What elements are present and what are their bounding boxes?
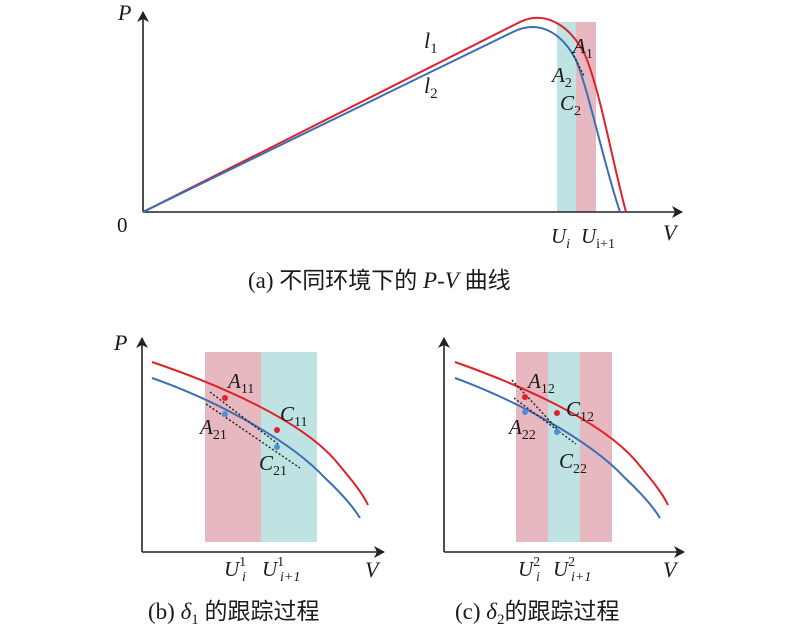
panel-a-x-label: V [663, 220, 679, 245]
caption-c: (c) δ2的跟踪过程 [455, 599, 619, 628]
label-C22: C22 [559, 449, 587, 477]
tick-Ui1: Ui+1 [581, 224, 615, 252]
panel-a-curve-l1 [142, 16, 627, 213]
tick-b-Ui1-sub: i+1 [280, 570, 300, 585]
tick-c-Ui1: U2 [553, 555, 575, 581]
tick-c-Ui1-sub: i+1 [571, 570, 591, 585]
panel-a-cyan-band [557, 22, 576, 212]
panel-b-red-curve [151, 361, 369, 506]
tick-b-Ui-sub: i [242, 570, 246, 585]
point-A21 [222, 411, 228, 417]
label-A21: A21 [198, 415, 227, 443]
label-C21: C21 [259, 451, 287, 479]
panel-a-secant-line [571, 51, 585, 77]
tick-b-Ui1: U1 [262, 555, 284, 581]
tick-Ui: Ui [551, 224, 570, 252]
tick-b-Ui: U1 [224, 555, 246, 581]
label-A11: A11 [226, 369, 254, 397]
point-C12 [554, 410, 560, 416]
label-C2: C2 [560, 91, 581, 119]
panel-c-pink-band-right [580, 352, 612, 542]
panel-b-secant-lower [205, 403, 301, 469]
panel-b-x-label: V [365, 557, 381, 582]
panel-b-pink-band [205, 352, 261, 542]
panel-a-curve-l2 [142, 26, 621, 213]
panel-a: P V 0 l1 l2 A1 A2 C2 Ui Ui+1 (a) 不同环境下的 … [117, 0, 683, 293]
panel-c-pink-band-left [516, 352, 548, 542]
label-C11: C11 [280, 402, 308, 430]
point-C11 [274, 427, 280, 433]
caption-b: (b) δ1 的跟踪过程 [148, 599, 320, 628]
panel-c-x-label: V [663, 557, 679, 582]
label-C12: C12 [566, 397, 594, 425]
tick-c-Ui: U2 [518, 555, 540, 581]
point-C21 [274, 444, 280, 450]
label-A12: A12 [526, 369, 555, 397]
tick-c-Ui-sub: i [536, 570, 540, 585]
panel-c-red-curve [454, 361, 669, 506]
label-A22: A22 [507, 415, 536, 443]
panel-b: P V A11 C11 A21 C21 U1 i U1 i+1 (b) δ1 的… [113, 330, 385, 628]
label-l2: l2 [424, 73, 438, 102]
panel-b-blue-curve [151, 377, 361, 519]
point-C22 [554, 429, 560, 435]
panel-a-y-label: P [117, 0, 131, 25]
panel-c-secant-lower [513, 397, 577, 445]
panel-c-blue-curve [454, 377, 661, 519]
panel-b-y-label: P [113, 330, 127, 355]
point-A12 [522, 394, 528, 400]
panel-c: V A12 C12 A22 C22 U2 i U2 i+1 (c) δ2的跟踪过… [438, 337, 685, 628]
panel-c-cyan-band [548, 352, 580, 542]
label-l1: l1 [424, 28, 438, 57]
point-A11 [222, 395, 228, 401]
caption-a: (a) 不同环境下的 P-V 曲线 [248, 268, 511, 293]
label-A2: A2 [550, 63, 572, 91]
label-A1: A1 [571, 34, 593, 62]
panel-a-origin-label: 0 [117, 213, 128, 237]
point-A22 [522, 409, 528, 415]
